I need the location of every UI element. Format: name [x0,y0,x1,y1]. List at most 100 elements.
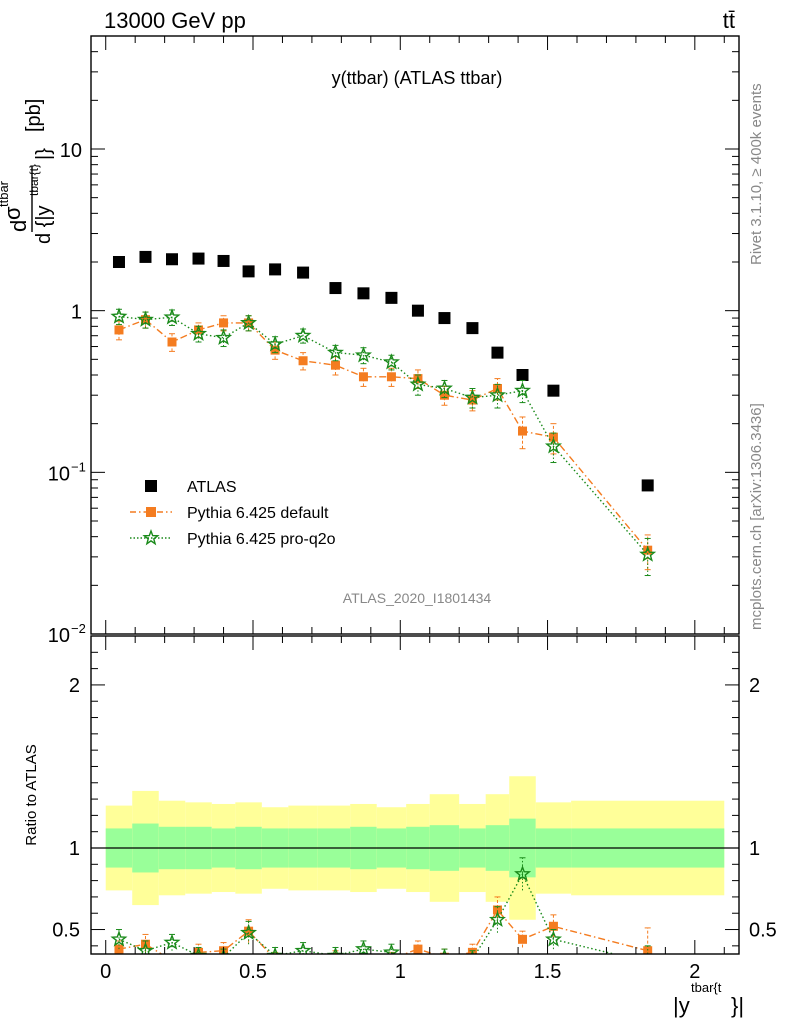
ratio-point [382,943,401,954]
ratio-y-tick-label-right: 2 [749,675,760,697]
data-point [544,437,563,454]
svg-text:tbar{t: tbar{t [691,980,722,995]
data-point [382,353,401,370]
data-point [167,337,177,347]
data-point [139,250,152,263]
top-y-tick-label: 10 −1 [48,459,86,485]
svg-text:[pb]: [pb] [23,99,45,132]
svg-text:σ: σ [0,206,25,220]
ratio-point [544,930,563,947]
data-point [357,287,370,300]
top-y-tick-label: 1 [71,302,82,324]
data-point [435,379,453,396]
plot-title: y(ttbar) (ATLAS ttbar) [332,68,503,88]
series-line-2 [118,315,649,556]
bottom-panel-frame [90,635,740,955]
ratio-point [354,940,372,954]
ratio-y-axis-label: Ratio to ATLAS [23,744,40,845]
data-point [192,252,205,265]
svg-text:10: 10 [48,625,70,647]
svg-text:ttbar: ttbar [0,180,11,207]
data-point [166,253,178,266]
x-tick-label: 0.5 [239,961,267,983]
mcplots-label: mcplots.cern.ch [arXiv:1306.3436] [748,403,765,630]
x-tick-label: 0 [100,961,111,983]
data-point [354,346,372,363]
legend-label-pythia-default: Pythia 6.425 default [187,505,329,522]
top-panel-frame [90,35,740,635]
data-point [239,313,258,331]
x-tick-label: 1 [395,961,406,983]
ratio-y-tick-label-right: 1 [749,838,760,860]
data-point [514,381,532,398]
ratio-point [413,944,423,954]
analysis-id-label: ATLAS_2020_I1801434 [343,590,492,606]
legend-label-atlas: ATLAS [187,479,237,496]
energy-label: 13000 GeV pp [104,8,246,33]
data-point [163,308,181,325]
data-point [189,324,208,342]
data-point [516,369,529,382]
ratio-line-0 [118,908,648,954]
ratio-y-tick-label-left: 2 [69,675,80,697]
data-point [217,254,230,267]
x-axis-label: |y tbar{t }| [673,980,744,1018]
data-point [110,307,128,324]
ratio-point [417,953,419,954]
x-tick-label: 2 [689,961,700,983]
ratio-point [647,953,649,954]
ratio-point [326,946,345,954]
data-point [386,372,396,382]
ratio-point [518,934,528,944]
svg-text:d {|y: d {|y [33,205,55,244]
data-point [491,346,504,359]
data-point [547,384,560,397]
ratio-point [266,946,284,954]
data-point [266,335,284,352]
ratio-point [194,947,204,954]
ratio-point [110,930,128,947]
svg-text:tbar{t}: tbar{t} [27,164,41,196]
top-panel-marks [110,250,657,577]
svg-text:10: 10 [48,463,70,485]
data-point [326,343,345,360]
data-point [242,265,255,278]
data-point [358,372,368,382]
svg-text:1: 1 [71,302,82,324]
process-label: tt̄ [723,8,735,33]
legend-entry-pythia-default: Pythia 6.425 default [130,505,329,522]
data-point [294,326,312,344]
data-point [114,325,124,335]
ratio-point [492,905,502,915]
ratio-point [168,956,177,965]
data-point [297,266,310,279]
svg-text:|}: |} [33,148,55,160]
data-point [639,545,657,562]
data-point [466,322,479,335]
svg-text:−1: −1 [71,459,86,474]
data-point [215,328,233,346]
ratio-point [163,933,181,950]
data-point [136,310,154,327]
top-y-axis-label: d σ ttbar d {|y tbar{t} |} [pb] [0,99,55,244]
bottom-panel-axes: 0.5 0.5 1 1 2 2 0 0.5 1 1.5 2 [52,635,777,983]
top-panel-series [110,250,657,577]
svg-text:−2: −2 [71,621,86,636]
ratio-point [488,910,506,928]
data-point [518,426,528,436]
svg-text:10: 10 [60,140,82,162]
top-y-tick-label: 10 −2 [48,621,86,647]
ratio-point [299,959,308,968]
x-tick-label: 1.5 [534,961,562,983]
legend-entry-atlas: ATLAS [145,479,237,496]
ratio-point [244,926,254,936]
data-point [438,312,451,325]
rivet-version-label: Rivet 3.1.10, ≥ 400k events [748,83,765,265]
ratio-y-tick-label-left: 0.5 [52,920,80,942]
data-point [641,479,654,492]
data-point [194,325,204,335]
ratio-point [359,958,368,967]
ratio-point [442,948,447,954]
